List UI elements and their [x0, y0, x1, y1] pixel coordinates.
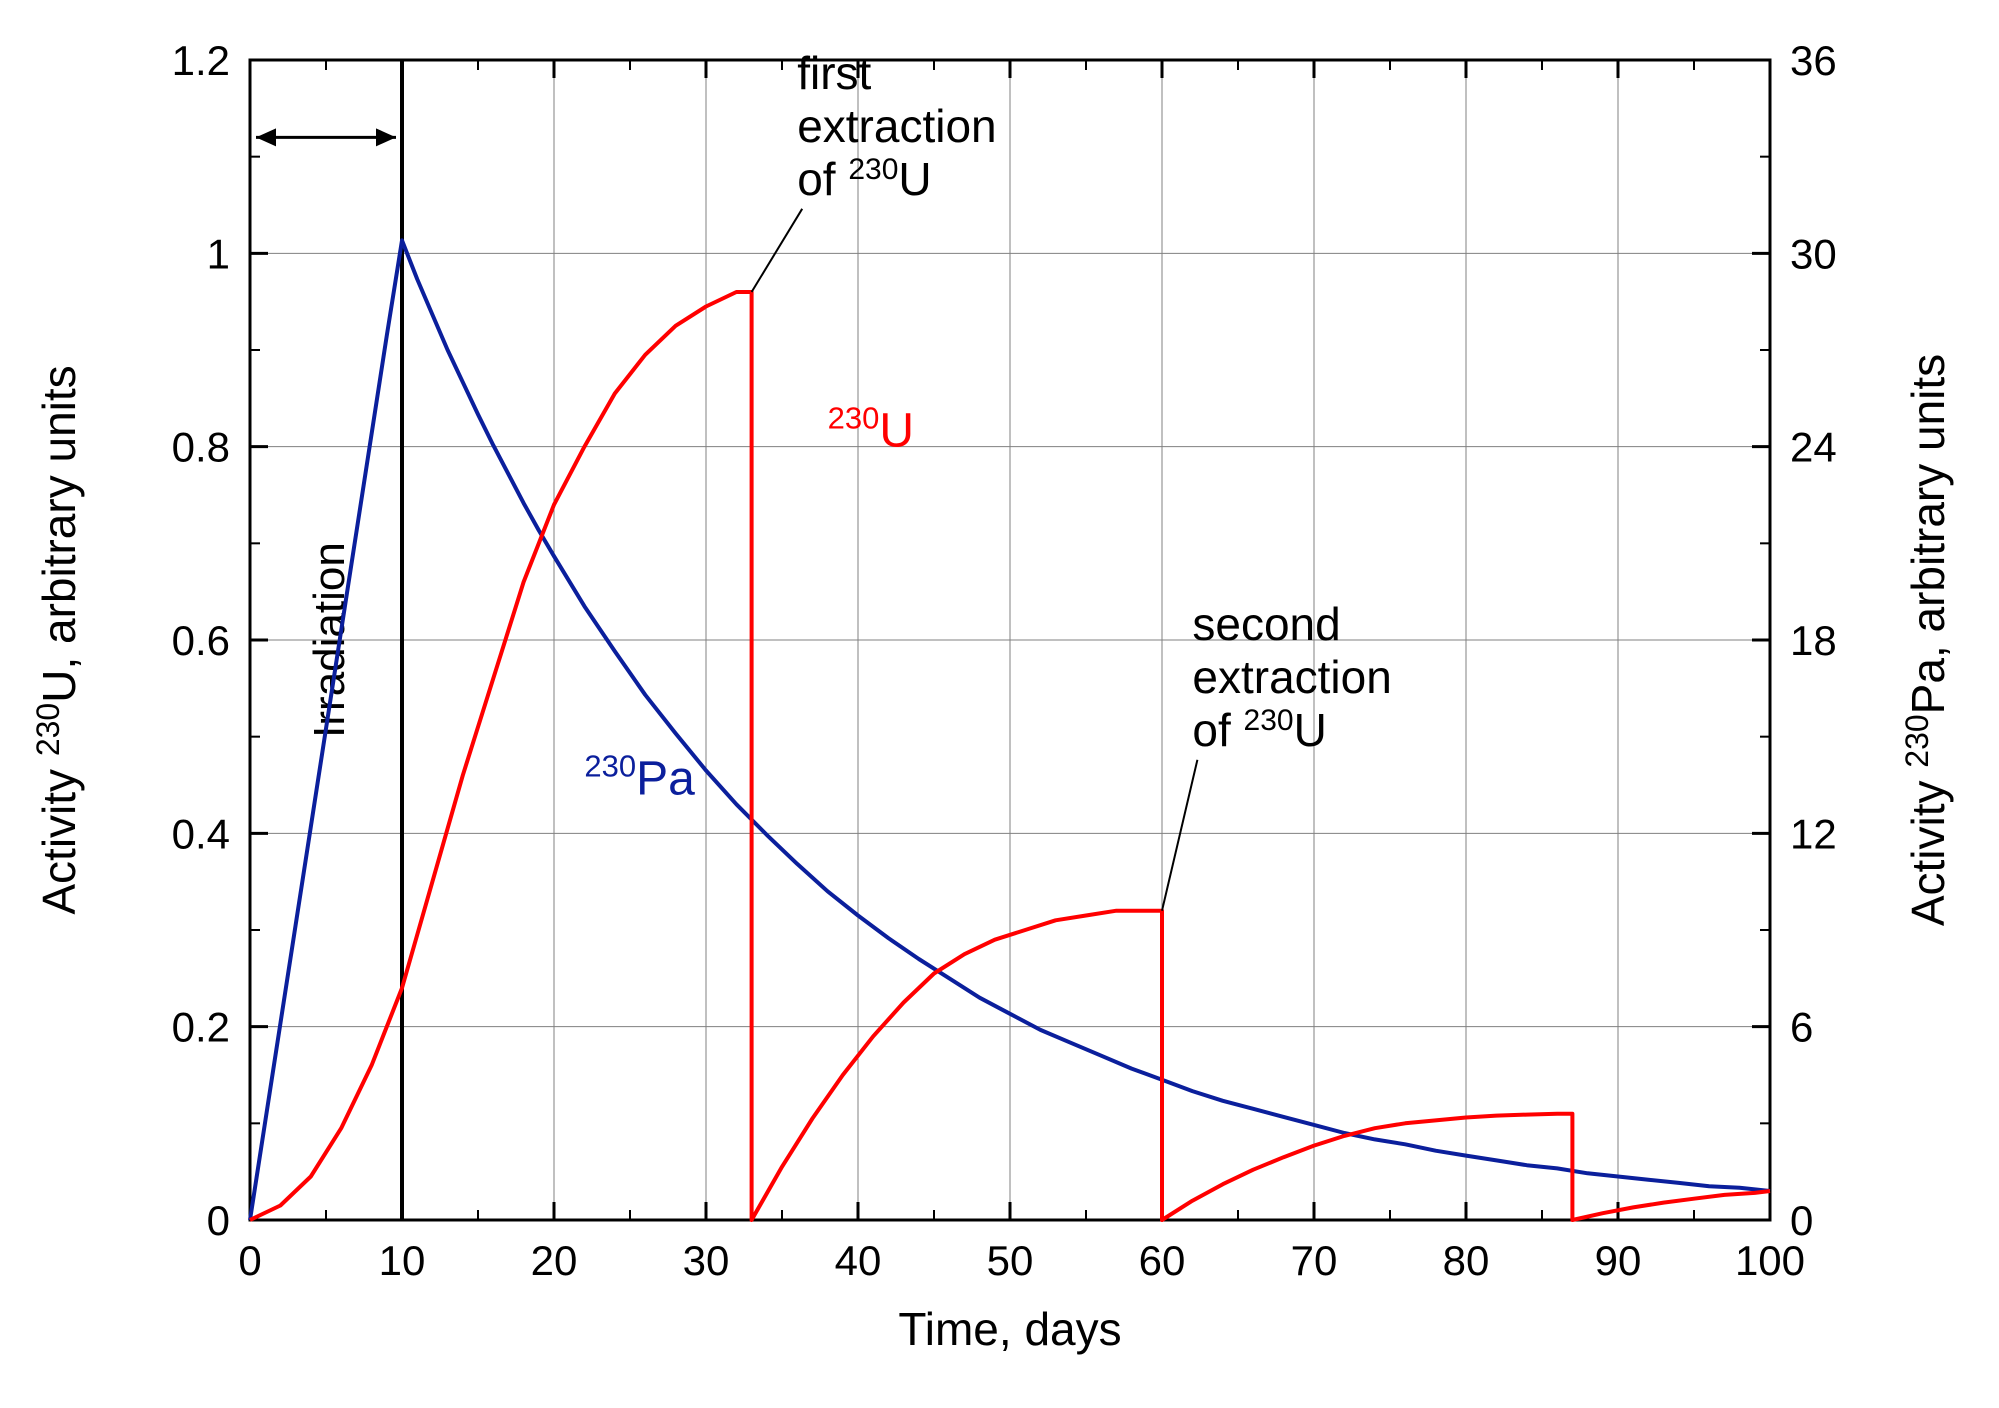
x-tick-label: 60	[1139, 1237, 1186, 1284]
y-right-tick-label: 18	[1790, 617, 1837, 664]
y-right-tick-label: 6	[1790, 1004, 1813, 1051]
annotation-first-extraction-line: first	[797, 47, 871, 99]
decay-activity-chart: 010203040506070809010000.20.40.60.811.20…	[0, 0, 1999, 1408]
y-left-tick-label: 0.6	[172, 617, 230, 664]
y-right-axis-title: Activity 230Pa, arbitrary units	[1899, 354, 1954, 926]
chart-container: 010203040506070809010000.20.40.60.811.20…	[0, 0, 1999, 1408]
x-tick-label: 20	[531, 1237, 578, 1284]
y-right-tick-label: 36	[1790, 37, 1837, 84]
x-tick-label: 10	[379, 1237, 426, 1284]
y-left-tick-label: 0.4	[172, 810, 230, 857]
y-left-tick-label: 1.2	[172, 37, 230, 84]
x-tick-label: 100	[1735, 1237, 1805, 1284]
y-right-tick-label: 24	[1790, 424, 1837, 471]
y-left-tick-label: 0.2	[172, 1004, 230, 1051]
x-tick-label: 80	[1443, 1237, 1490, 1284]
y-left-tick-label: 0.8	[172, 424, 230, 471]
y-left-axis-title: Activity 230U, arbitrary units	[30, 365, 85, 914]
annotation-first-extraction-line: extraction	[797, 100, 996, 152]
y-left-tick-label: 0	[207, 1197, 230, 1244]
annotation-second-extraction-line: second	[1192, 598, 1340, 650]
y-left-tick-label: 1	[207, 230, 230, 277]
x-tick-label: 70	[1291, 1237, 1338, 1284]
svg-text:Activity 230U, arbitrary units: Activity 230U, arbitrary units	[30, 365, 85, 914]
x-tick-label: 90	[1595, 1237, 1642, 1284]
svg-text:Activity 230Pa, arbitrary unit: Activity 230Pa, arbitrary units	[1899, 354, 1954, 926]
x-tick-label: 50	[987, 1237, 1034, 1284]
x-tick-label: 30	[683, 1237, 730, 1284]
y-right-tick-label: 0	[1790, 1197, 1813, 1244]
y-right-tick-label: 12	[1790, 810, 1837, 857]
x-tick-label: 0	[238, 1237, 261, 1284]
x-tick-label: 40	[835, 1237, 882, 1284]
y-right-tick-label: 30	[1790, 230, 1837, 277]
x-axis-title: Time, days	[898, 1303, 1121, 1355]
annotation-second-extraction-line: extraction	[1192, 651, 1391, 703]
